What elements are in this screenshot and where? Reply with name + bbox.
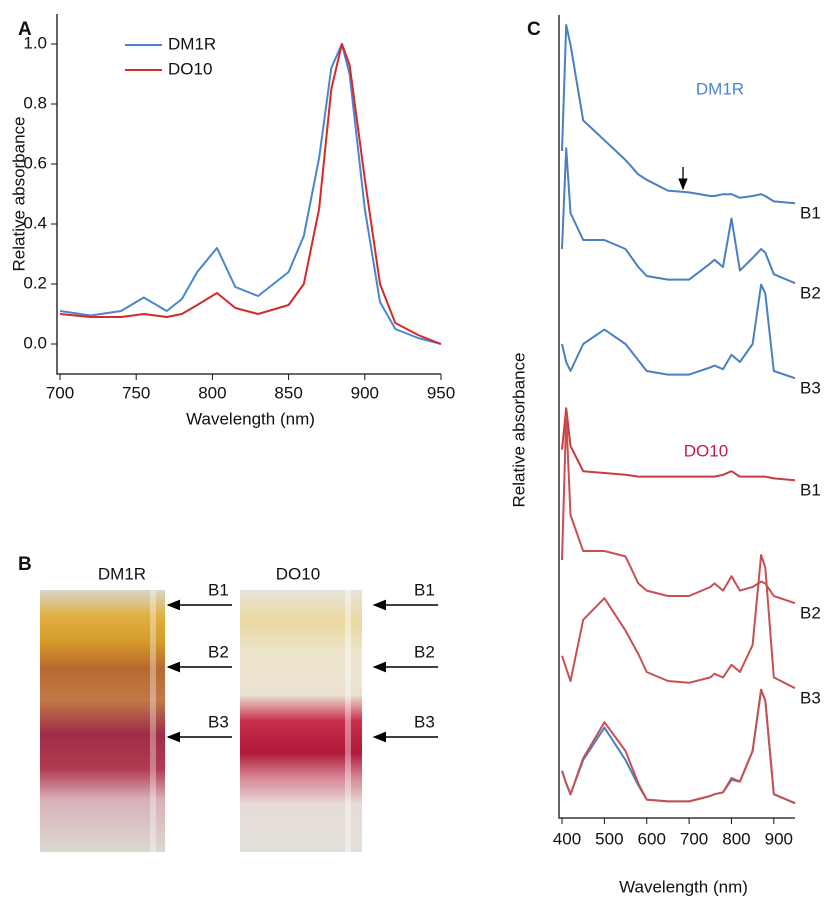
data-line xyxy=(561,415,796,605)
group-label: DO10 xyxy=(684,441,728,460)
x-tick-label: 750 xyxy=(122,383,150,402)
x-tick-label: 800 xyxy=(722,829,750,848)
x-tick-label: 600 xyxy=(638,829,666,848)
panel-label: A xyxy=(18,19,32,40)
column-label: DM1R xyxy=(98,564,146,583)
y-tick-label: 1.0 xyxy=(23,33,47,52)
data-line xyxy=(561,283,796,380)
axis xyxy=(558,15,795,819)
column-label: DO10 xyxy=(276,564,320,583)
x-tick-label: 850 xyxy=(274,383,302,402)
y-tick-label: 0.8 xyxy=(23,93,47,112)
series-label: B3 xyxy=(800,688,821,707)
data-line xyxy=(561,688,796,805)
series-label: B1 xyxy=(800,480,821,499)
y-tick-label: 0.6 xyxy=(23,153,47,172)
band-label: B2 xyxy=(414,642,435,661)
x-tick-label: 900 xyxy=(351,383,379,402)
series-label: B3 xyxy=(800,378,821,397)
y-tick-label: 0.4 xyxy=(23,213,47,232)
tube-do10 xyxy=(240,590,362,852)
data-line xyxy=(59,43,442,345)
series-label: B2 xyxy=(800,283,821,302)
series-label: B1 xyxy=(800,203,821,222)
x-tick-label: 950 xyxy=(427,383,455,402)
y-tick-label: 0.0 xyxy=(23,333,47,352)
band-label: B3 xyxy=(208,712,229,731)
tube-glare xyxy=(345,590,351,852)
tube-dm1r xyxy=(40,590,165,852)
data-line xyxy=(561,688,796,805)
tube-glare xyxy=(150,590,156,852)
group-label: DM1R xyxy=(696,79,744,98)
data-line xyxy=(561,147,796,285)
data-line xyxy=(561,407,796,482)
band-label: B3 xyxy=(414,712,435,731)
band-label: B1 xyxy=(208,580,229,599)
x-tick-label: 500 xyxy=(595,829,623,848)
x-axis-title: Wavelength (nm) xyxy=(186,409,315,428)
panel-label: B xyxy=(18,554,32,575)
y-tick-label: 0.2 xyxy=(23,273,47,292)
legend-label: DO10 xyxy=(168,59,212,78)
x-tick-label: 700 xyxy=(680,829,708,848)
band-label: B1 xyxy=(414,580,435,599)
y-axis-title: Relative absorbance xyxy=(9,117,28,272)
x-tick-label: 900 xyxy=(765,829,793,848)
axis xyxy=(56,14,441,375)
data-line xyxy=(59,43,442,345)
series-label: B2 xyxy=(800,603,821,622)
data-line xyxy=(561,554,796,690)
data-line xyxy=(561,24,796,205)
x-tick-label: 400 xyxy=(553,829,581,848)
x-axis-title: Wavelength (nm) xyxy=(619,877,748,896)
panel-label: C xyxy=(527,19,541,40)
x-tick-label: 700 xyxy=(46,383,74,402)
band-label: B2 xyxy=(208,642,229,661)
gel-panel xyxy=(40,590,362,852)
x-tick-label: 800 xyxy=(198,383,226,402)
legend-label: DM1R xyxy=(168,34,216,53)
y-axis-title: Relative absorbance xyxy=(509,353,528,508)
